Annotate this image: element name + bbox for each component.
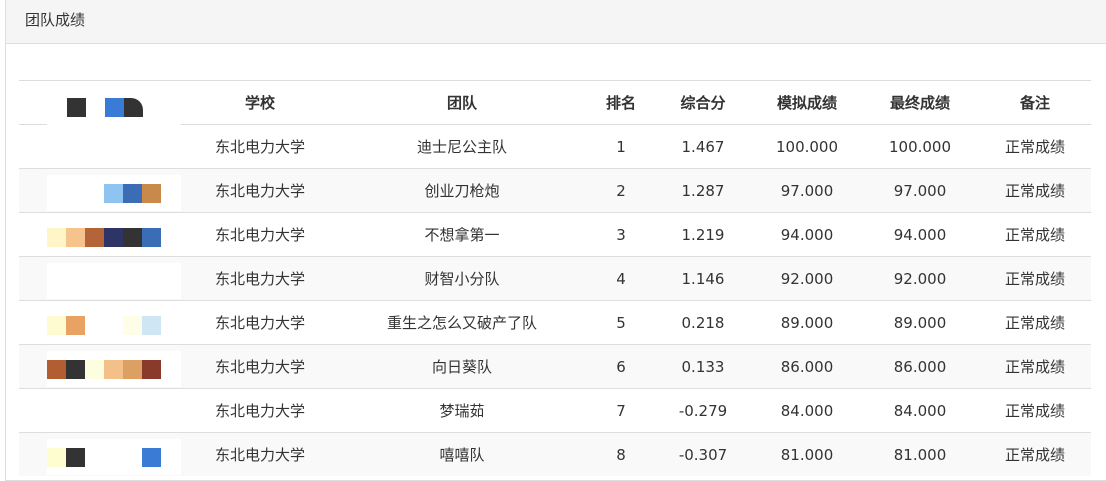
- cell-redacted: [19, 256, 185, 301]
- cell-school: 东北电力大学: [185, 388, 335, 433]
- cell-note: 正常成绩: [979, 124, 1091, 169]
- cell-rank: 1: [589, 124, 653, 169]
- cell-score: 0.133: [653, 344, 753, 389]
- cell-final: 84.000: [861, 388, 979, 433]
- cell-redacted: [19, 432, 185, 476]
- cell-team: 嘻嘻队: [335, 432, 589, 476]
- cell-score: 0.218: [653, 300, 753, 345]
- cell-score: -0.279: [653, 388, 753, 433]
- cell-note: 正常成绩: [979, 344, 1091, 389]
- cell-final: 94.000: [861, 212, 979, 257]
- table-header-row: 学校 团队 排名 综合分 模拟成绩 最终成绩 备注: [19, 80, 1091, 125]
- cell-redacted: [19, 212, 185, 257]
- cell-sim: 92.000: [753, 256, 861, 301]
- cell-sim: 100.000: [753, 124, 861, 169]
- cell-redacted: [19, 344, 185, 389]
- cell-team: 向日葵队: [335, 344, 589, 389]
- cell-sim: 86.000: [753, 344, 861, 389]
- cell-note: 正常成绩: [979, 256, 1091, 301]
- cell-score: 1.467: [653, 124, 753, 169]
- cell-sim: 97.000: [753, 168, 861, 213]
- redaction-mosaic: [47, 131, 181, 167]
- cell-final: 86.000: [861, 344, 979, 389]
- team-results-panel: 团队成绩: [5, 0, 1106, 481]
- header-score: 综合分: [653, 80, 753, 125]
- cell-score: 1.146: [653, 256, 753, 301]
- cell-score: -0.307: [653, 432, 753, 476]
- cell-school: 东北电力大学: [185, 256, 335, 301]
- cell-note: 正常成绩: [979, 212, 1091, 257]
- cell-rank: 8: [589, 432, 653, 476]
- cell-school: 东北电力大学: [185, 300, 335, 345]
- header-rank: 排名: [589, 80, 653, 125]
- redaction-mosaic: [47, 439, 181, 475]
- cell-redacted: [19, 388, 185, 433]
- cell-school: 东北电力大学: [185, 124, 335, 169]
- cell-rank: 5: [589, 300, 653, 345]
- cell-school: 东北电力大学: [185, 432, 335, 476]
- header-note: 备注: [979, 80, 1091, 125]
- cell-school: 东北电力大学: [185, 344, 335, 389]
- cell-school: 东北电力大学: [185, 212, 335, 257]
- team-results-table: 学校 团队 排名 综合分 模拟成绩 最终成绩 备注 东北电力大学 迪士尼公主队 1 1…: [19, 80, 1091, 476]
- header-final: 最终成绩: [861, 80, 979, 125]
- cell-note: 正常成绩: [979, 432, 1091, 476]
- cell-score: 1.287: [653, 168, 753, 213]
- cell-redacted: [19, 168, 185, 213]
- cell-final: 81.000: [861, 432, 979, 476]
- cell-final: 92.000: [861, 256, 979, 301]
- redaction-mosaic: [47, 88, 181, 125]
- cell-note: 正常成绩: [979, 300, 1091, 345]
- cell-note: 正常成绩: [979, 388, 1091, 433]
- cell-redacted: [19, 300, 185, 345]
- cell-final: 100.000: [861, 124, 979, 169]
- cell-sim: 81.000: [753, 432, 861, 476]
- header-sim: 模拟成绩: [753, 80, 861, 125]
- table-row: 东北电力大学 梦瑞茹 7 -0.279 84.000 84.000 正常成绩: [19, 388, 1091, 433]
- table-row: 东北电力大学 创业刀枪炮 2 1.287 97.000 97.000 正常成绩: [19, 168, 1091, 213]
- panel-title: 团队成绩: [6, 0, 1106, 44]
- table-row: 东北电力大学 向日葵队 6 0.133 86.000 86.000 正常成绩: [19, 344, 1091, 389]
- header-team: 团队: [335, 80, 589, 125]
- cell-rank: 3: [589, 212, 653, 257]
- header-redacted: [19, 80, 185, 125]
- cell-note: 正常成绩: [979, 168, 1091, 213]
- redaction-mosaic: [47, 175, 181, 211]
- cell-team: 梦瑞茹: [335, 388, 589, 433]
- cell-team: 创业刀枪炮: [335, 168, 589, 213]
- cell-sim: 94.000: [753, 212, 861, 257]
- cell-rank: 7: [589, 388, 653, 433]
- redaction-mosaic: [47, 395, 181, 431]
- cell-school: 东北电力大学: [185, 168, 335, 213]
- header-school: 学校: [185, 80, 335, 125]
- table-row: 东北电力大学 迪士尼公主队 1 1.467 100.000 100.000 正常成绩: [19, 124, 1091, 169]
- redaction-mosaic: [47, 219, 181, 255]
- table-row: 东北电力大学 财智小分队 4 1.146 92.000 92.000 正常成绩: [19, 256, 1091, 301]
- cell-team: 不想拿第一: [335, 212, 589, 257]
- table-row: 东北电力大学 嘻嘻队 8 -0.307 81.000 81.000 正常成绩: [19, 432, 1091, 476]
- cell-rank: 4: [589, 256, 653, 301]
- cell-rank: 2: [589, 168, 653, 213]
- redaction-mosaic: [47, 307, 181, 343]
- cell-score: 1.219: [653, 212, 753, 257]
- table-row: 东北电力大学 不想拿第一 3 1.219 94.000 94.000 正常成绩: [19, 212, 1091, 257]
- cell-team: 迪士尼公主队: [335, 124, 589, 169]
- table-row: 东北电力大学 重生之怎么又破产了队 5 0.218 89.000 89.000 正常成绩: [19, 300, 1091, 345]
- cell-sim: 84.000: [753, 388, 861, 433]
- cell-final: 89.000: [861, 300, 979, 345]
- cell-sim: 89.000: [753, 300, 861, 345]
- cell-team: 财智小分队: [335, 256, 589, 301]
- cell-team: 重生之怎么又破产了队: [335, 300, 589, 345]
- cell-rank: 6: [589, 344, 653, 389]
- cell-redacted: [19, 124, 185, 169]
- cell-final: 97.000: [861, 168, 979, 213]
- redaction-mosaic: [47, 351, 181, 387]
- redaction-mosaic: [47, 263, 181, 299]
